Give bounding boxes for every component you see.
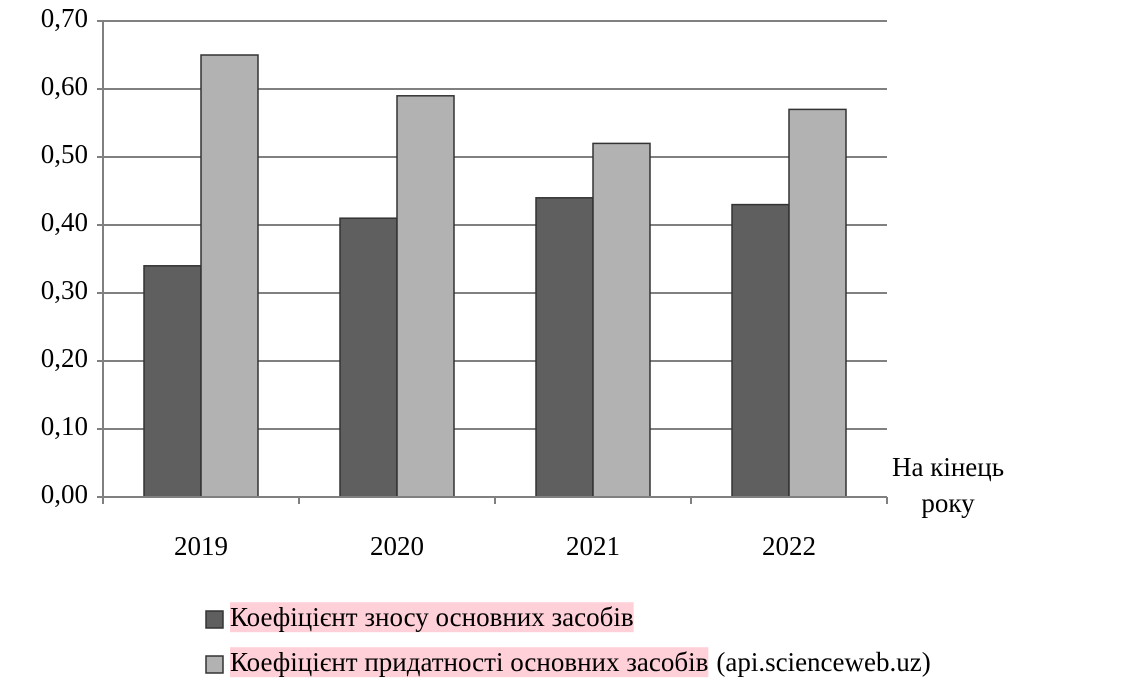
y-tick-label: 0,10: [41, 411, 88, 441]
x-tick-label: 2020: [370, 531, 424, 561]
x-tick-label: 2019: [174, 531, 228, 561]
bar: [339, 217, 398, 498]
bar: [592, 142, 651, 498]
x-tick-label: 2021: [566, 531, 620, 561]
legend-highlight: [230, 602, 634, 633]
y-tick-label: 0,30: [41, 275, 88, 305]
x-tick-label: 2022: [762, 531, 816, 561]
bar: [788, 108, 847, 498]
bar: [731, 203, 790, 498]
bar: [200, 54, 259, 498]
source-note: (api.scienceweb.uz): [716, 647, 930, 677]
legend-label: Коефіцієнт придатності основних засобів: [230, 647, 708, 677]
y-tick-label: 0,50: [41, 139, 88, 169]
legend-swatch: [205, 655, 224, 674]
y-tick-label: 0,60: [41, 71, 88, 101]
legend-swatch: [205, 610, 224, 629]
y-tick-label: 0,20: [41, 343, 88, 373]
x-axis-label: На кінець року: [892, 452, 1004, 518]
legend-label: Коефіцієнт зносу основних засобів: [230, 602, 634, 632]
y-tick-label: 0,70: [41, 3, 88, 33]
bar: [535, 197, 594, 498]
y-tick-label: 0,00: [41, 479, 88, 509]
y-tick-label: 0,40: [41, 207, 88, 237]
bar: [396, 95, 455, 498]
legend-highlight: [230, 647, 709, 678]
bar: [143, 265, 202, 498]
